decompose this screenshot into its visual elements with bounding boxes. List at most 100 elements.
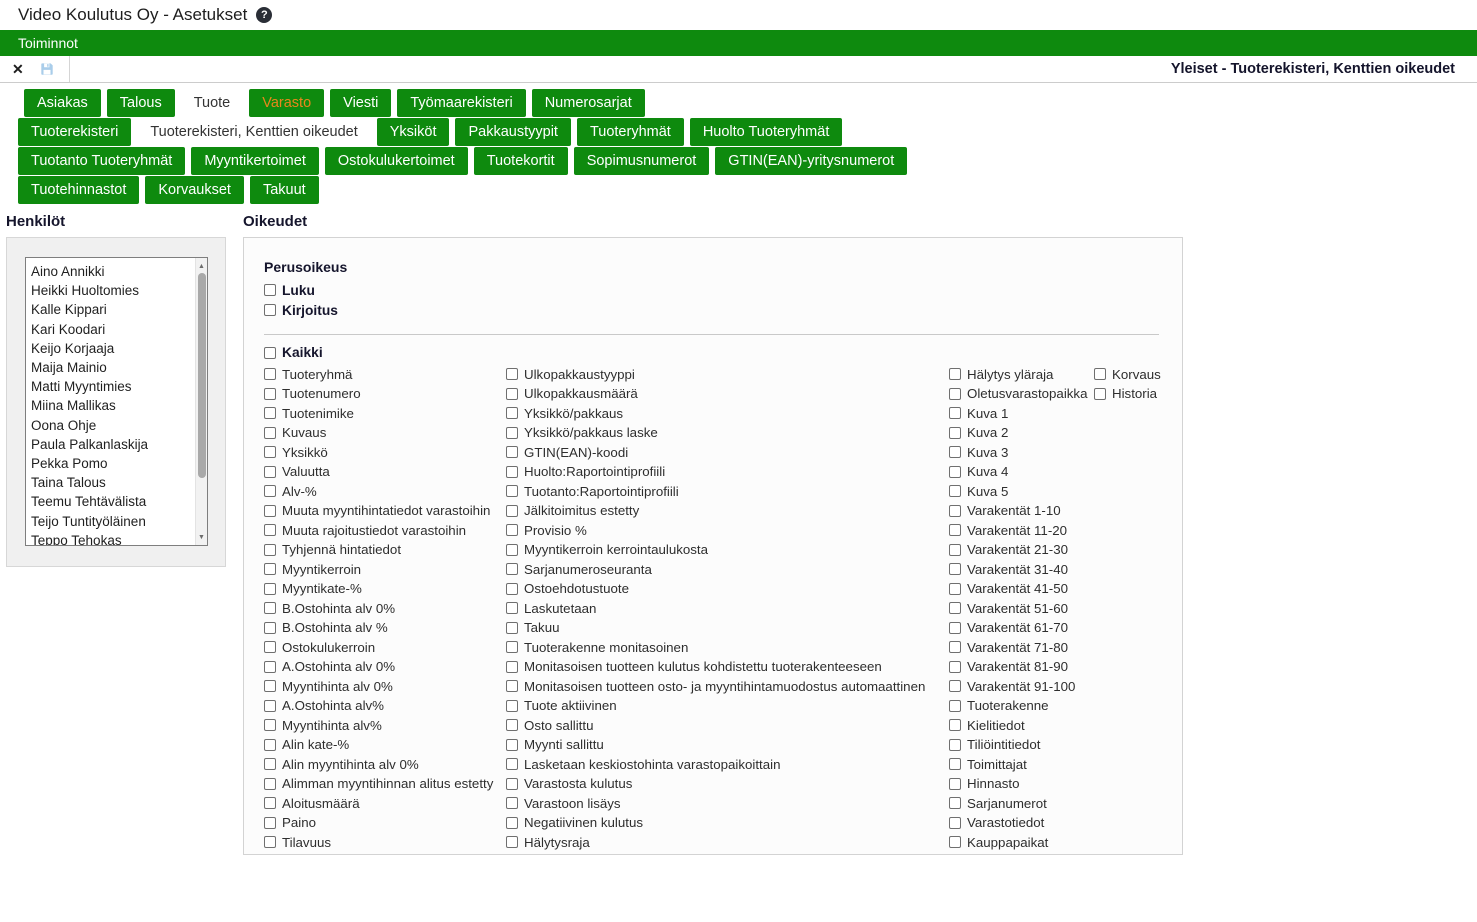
checkbox-varakentät-41-50[interactable]	[949, 582, 961, 595]
tab-tuoterekisteri-kenttien-oikeudet[interactable]: Tuoterekisteri, Kenttien oikeudet	[137, 118, 371, 146]
list-item-person[interactable]: Teijo Tuntityöläinen	[31, 513, 146, 529]
checkbox-alin-myyntihinta-alv-0[interactable]	[264, 758, 276, 771]
checkbox-muuta-myyntihintatiedot-varastoihin[interactable]	[264, 504, 276, 517]
list-item-person[interactable]: Miina Mallikas	[31, 398, 116, 414]
checkbox-varakentät-51-60[interactable]	[949, 602, 961, 615]
tab-ostokulukertoimet[interactable]: Ostokulukertoimet	[324, 147, 468, 175]
checkbox-monitasoisen-tuotteen-osto-ja-myyntihintamuodostus-automaattinen[interactable]	[506, 680, 518, 693]
checkbox-myyntikerroin-kerrointaulukosta[interactable]	[506, 543, 518, 556]
checkbox-varakentät-31-40[interactable]	[949, 563, 961, 576]
list-item-person[interactable]: Teemu Tehtävälista	[31, 494, 147, 510]
checkbox-varastosta-kulutus[interactable]	[506, 777, 518, 790]
checkbox-kuva-4[interactable]	[949, 465, 961, 478]
checkbox-yksikkö-pakkaus-laske[interactable]	[506, 426, 518, 439]
checkbox-kielitiedot[interactable]	[949, 719, 961, 732]
tab-tuoteryhmät[interactable]: Tuoteryhmät	[576, 118, 684, 146]
list-item-person[interactable]: Taina Talous	[31, 475, 106, 491]
checkbox-lasketaan-keskiostohinta-varastopaikoittain[interactable]	[506, 758, 518, 771]
tab-myyntikertoimet[interactable]: Myyntikertoimet	[191, 147, 319, 175]
tab-gtin-ean-yritysnumerot[interactable]: GTIN(EAN)-yritysnumerot	[715, 147, 908, 175]
checkbox-laskutetaan[interactable]	[506, 602, 518, 615]
people-listbox[interactable]: Aino Annikki Heikki Huoltomies Kalle Kippa…	[25, 257, 208, 546]
list-item-person[interactable]: Paula Palkanlaskija	[31, 436, 149, 452]
checkbox-huolto-raportointiprofiili[interactable]	[506, 465, 518, 478]
checkbox-sarjanumeroseuranta[interactable]	[506, 563, 518, 576]
checkbox-myyntikate[interactable]	[264, 582, 276, 595]
checkbox-ulkopakkaustyyppi[interactable]	[506, 368, 518, 381]
checkbox-hälytysraja[interactable]	[506, 836, 518, 849]
checkbox-kaikki[interactable]	[264, 346, 276, 359]
checkbox-tuoteryhmä[interactable]	[264, 368, 276, 381]
tab-viesti[interactable]: Viesti	[330, 89, 392, 117]
checkbox-alv[interactable]	[264, 485, 276, 498]
list-item-person[interactable]: Aino Annikki	[31, 264, 105, 279]
list-item-person[interactable]: Kalle Kippari	[31, 302, 107, 318]
checkbox-varakentät-11-20[interactable]	[949, 524, 961, 537]
tab-talous[interactable]: Talous	[106, 89, 175, 117]
tab-tuotanto-tuoteryhmät[interactable]: Tuotanto Tuoteryhmät	[18, 147, 186, 175]
checkbox-kuva-5[interactable]	[949, 485, 961, 498]
checkbox-myynti-sallittu[interactable]	[506, 738, 518, 751]
checkbox-kuva-3[interactable]	[949, 446, 961, 459]
checkbox-a-ostohinta-alv-0[interactable]	[264, 660, 276, 673]
checkbox-ostokulukerroin[interactable]	[264, 641, 276, 654]
scrollbar-thumb[interactable]	[197, 273, 206, 478]
checkbox-tuoterakenne-monitasoinen[interactable]	[506, 641, 518, 654]
list-item-person[interactable]: Keijo Korjaaja	[31, 340, 115, 356]
scroll-down-icon[interactable]: ▼	[198, 533, 205, 541]
scroll-up-icon[interactable]: ▲	[198, 262, 205, 270]
checkbox-a-ostohinta-alv[interactable]	[264, 699, 276, 712]
checkbox-tilavuus[interactable]	[264, 836, 276, 849]
checkbox-varakentät-81-90[interactable]	[949, 660, 961, 673]
tab-varasto[interactable]: Varasto	[249, 89, 325, 117]
checkbox-yksikkö[interactable]	[264, 446, 276, 459]
checkbox-luku[interactable]	[264, 284, 276, 296]
checkbox-varakentät-61-70[interactable]	[949, 621, 961, 634]
checkbox-tyhjennä-hintatiedot[interactable]	[264, 543, 276, 556]
checkbox-monitasoisen-tuotteen-kulutus-kohdistettu-tuoterakenteeseen[interactable]	[506, 660, 518, 673]
checkbox-aloitusmäärä[interactable]	[264, 797, 276, 810]
checkbox-kuvaus[interactable]	[264, 426, 276, 439]
list-item-person[interactable]: Pekka Pomo	[31, 456, 108, 472]
checkbox-kauppapaikat[interactable]	[949, 836, 961, 849]
help-icon[interactable]: ?	[256, 7, 273, 23]
tab-numerosarjat[interactable]: Numerosarjat	[531, 89, 645, 117]
scrollbar[interactable]: ▲ ▼	[195, 258, 207, 545]
list-item-person[interactable]: Teppo Tehokas	[31, 532, 122, 546]
checkbox-hälytys-yläraja[interactable]	[949, 368, 961, 381]
tab-tuoterekisteri[interactable]: Tuoterekisteri	[18, 118, 132, 146]
checkbox-tuote-aktiivinen[interactable]	[506, 699, 518, 712]
tab-työmaarekisteri[interactable]: Työmaarekisteri	[397, 89, 526, 117]
checkbox-b-ostohinta-alv-0[interactable]	[264, 602, 276, 615]
checkbox-takuu[interactable]	[506, 621, 518, 634]
checkbox-muuta-rajoitustiedot-varastoihin[interactable]	[264, 524, 276, 537]
tab-korvaukset[interactable]: Korvaukset	[145, 176, 244, 204]
checkbox-provisio[interactable]	[506, 524, 518, 537]
tab-pakkaustyypit[interactable]: Pakkaustyypit	[455, 118, 571, 146]
checkbox-alimman-myyntihinnan-alitus-estetty[interactable]	[264, 777, 276, 790]
checkbox-myyntikerroin[interactable]	[264, 563, 276, 576]
tab-tuotehinnastot[interactable]: Tuotehinnastot	[18, 176, 140, 204]
checkbox-varastotiedot[interactable]	[949, 816, 961, 829]
list-item-person[interactable]: Heikki Huoltomies	[31, 283, 140, 299]
checkbox-kuva-2[interactable]	[949, 426, 961, 439]
checkbox-hinnasto[interactable]	[949, 777, 961, 790]
checkbox-tuotenumero[interactable]	[264, 387, 276, 400]
checkbox-korvaus[interactable]	[1094, 368, 1106, 381]
tab-tuote[interactable]: Tuote	[180, 89, 244, 117]
checkbox-kirjoitus[interactable]	[264, 304, 276, 316]
checkbox-myyntihinta-alv[interactable]	[264, 719, 276, 732]
checkbox-toimittajat[interactable]	[949, 758, 961, 771]
list-item-person[interactable]: Matti Myyntimies	[31, 379, 132, 395]
tab-huolto-tuoteryhmät[interactable]: Huolto Tuoteryhmät	[689, 118, 843, 146]
checkbox-varastoon-lisäys[interactable]	[506, 797, 518, 810]
checkbox-historia[interactable]	[1094, 387, 1106, 400]
checkbox-negatiivinen-kulutus[interactable]	[506, 816, 518, 829]
tab-sopimusnumerot[interactable]: Sopimusnumerot	[573, 147, 710, 175]
checkbox-alin-kate[interactable]	[264, 738, 276, 751]
checkbox-tiliöintitiedot[interactable]	[949, 738, 961, 751]
checkbox-oletusvarastopaikka[interactable]	[949, 387, 961, 400]
save-icon[interactable]	[40, 62, 54, 76]
list-item-person[interactable]: Oona Ohje	[31, 417, 97, 433]
checkbox-tuoterakenne[interactable]	[949, 699, 961, 712]
